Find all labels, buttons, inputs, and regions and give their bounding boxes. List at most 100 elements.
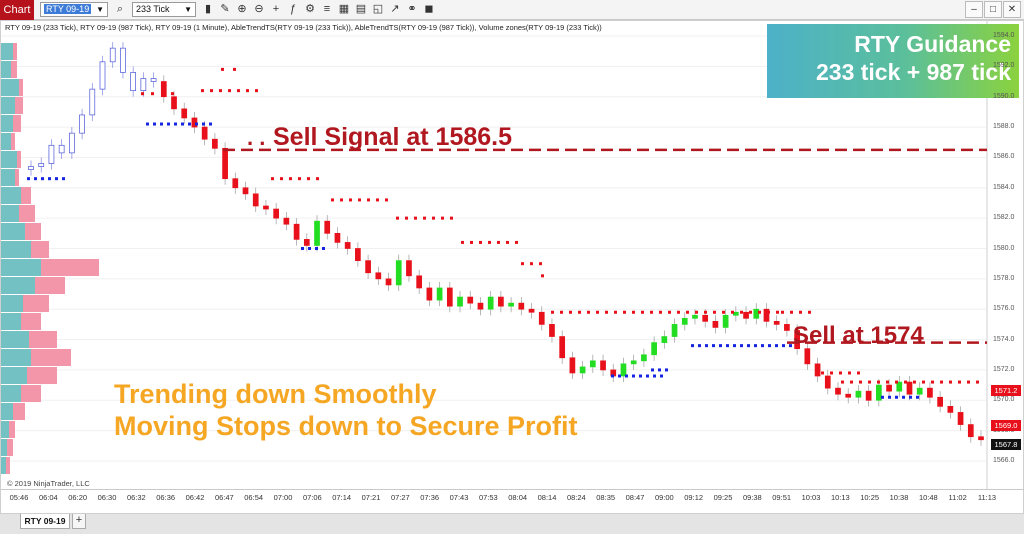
stop-dot-red	[877, 380, 880, 384]
price-tick-label: 1592.0	[993, 62, 1015, 70]
chart-panel[interactable]: RTY 09-19 (233 Tick), RTY 09-19 (987 Tic…	[0, 20, 1024, 514]
candle-bar	[181, 108, 188, 119]
stop-dot-blue	[41, 177, 44, 181]
maximize-button[interactable]: □	[984, 1, 1002, 18]
candle-bar	[957, 412, 964, 425]
instrument-selector-value: RTY 09-19	[44, 4, 92, 14]
volume-zone-buy	[1, 295, 23, 312]
candle-bar	[69, 132, 75, 154]
candle-bar	[314, 220, 320, 246]
search-icon[interactable]: ⌕	[116, 3, 124, 15]
candle-bar	[753, 308, 760, 319]
chart-trader-icon[interactable]: ▤	[355, 3, 367, 15]
stop-dot-blue	[202, 122, 205, 126]
candle-bar	[538, 311, 545, 325]
time-tick-label: 08:14	[537, 493, 557, 502]
link-icon[interactable]: ⚭	[407, 3, 417, 15]
volume-zone-buy	[1, 439, 7, 456]
guidance-banner: RTY Guidance 233 tick + 987 tick	[767, 24, 1019, 98]
chart-menu-tab[interactable]: Chart	[0, 0, 34, 20]
add-tab-button[interactable]: +	[72, 514, 86, 529]
data-box-icon[interactable]: ◱	[372, 3, 384, 15]
candle-bar	[212, 138, 218, 149]
stop-dot-red	[479, 240, 482, 244]
zoom-in-icon[interactable]: ⊕	[237, 3, 247, 15]
stop-dot-red	[228, 89, 231, 93]
candle-bar	[845, 393, 852, 398]
color-icon[interactable]: ◼	[424, 3, 434, 15]
stop-dot-blue	[705, 344, 708, 348]
draw-tool-icon[interactable]: ✎	[220, 3, 230, 15]
candle-bar	[457, 296, 463, 307]
stop-dot-red	[560, 310, 563, 314]
stop-dot-red	[659, 310, 662, 314]
stop-dot-red	[722, 310, 725, 314]
time-tick-label: 07:14	[332, 493, 352, 502]
price-tick-label: 1570.0	[993, 396, 1015, 404]
time-tick-label: 10:48	[918, 493, 938, 502]
stop-dot-red	[790, 310, 793, 314]
candle-bar	[150, 78, 157, 82]
stop-dot-red	[331, 198, 334, 202]
stop-dot-blue	[653, 374, 656, 378]
sell-signal-annotation: Sell Signal at 1586.5	[273, 123, 513, 151]
bottom-tab-bar: RTY 09-19 +	[0, 514, 1024, 534]
time-tick-label: 10:13	[830, 493, 850, 502]
stop-dot-red	[367, 198, 370, 202]
time-tick-label: 07:43	[449, 493, 469, 502]
volume-zone-buy	[1, 331, 29, 348]
stop-dot-red	[668, 310, 671, 314]
candle-bar	[855, 390, 862, 398]
candle-bar	[508, 302, 514, 307]
bar-type-icon[interactable]: ▮	[204, 3, 212, 15]
candle-bar	[896, 381, 903, 392]
stop-dot-blue	[665, 368, 668, 372]
stop-dot-red	[461, 240, 464, 244]
zoom-out-icon[interactable]: ⊖	[254, 3, 264, 15]
time-tick-label: 10:03	[801, 493, 821, 502]
stop-dot-blue	[768, 344, 771, 348]
candle-bar	[835, 387, 841, 395]
share-icon[interactable]: ↗	[390, 3, 400, 15]
time-tick-label: 07:21	[361, 493, 381, 502]
candle-bar	[681, 317, 688, 325]
stop-dot-blue	[160, 122, 163, 126]
volume-zone-buy	[1, 349, 31, 366]
templates-icon[interactable]: ▦	[338, 3, 350, 15]
properties-icon[interactable]: ≡	[323, 3, 331, 15]
close-button[interactable]: ✕	[1003, 1, 1021, 18]
instrument-selector[interactable]: RTY 09-19 ▼	[40, 2, 108, 17]
minimize-button[interactable]: –	[965, 1, 983, 18]
candle-bar	[978, 436, 984, 441]
candle-bar	[702, 314, 709, 322]
strategies-icon[interactable]: ⚙	[305, 3, 315, 15]
candle-bar	[344, 242, 351, 249]
time-tick-label: 08:24	[566, 493, 586, 502]
time-tick-label: 08:47	[625, 493, 645, 502]
stop-dot-red	[255, 89, 258, 93]
candle-bar	[79, 114, 85, 134]
time-tick-label: 07:06	[302, 493, 322, 502]
stop-dot-red	[271, 177, 274, 181]
instrument-tab[interactable]: RTY 09-19	[20, 514, 70, 529]
crosshair-icon[interactable]: +	[272, 3, 280, 15]
stop-dot-red	[578, 310, 581, 314]
stop-dot-red	[913, 380, 916, 384]
stop-dot-red	[821, 371, 824, 375]
stop-dot-red	[686, 310, 689, 314]
series-label: RTY 09-19 (233 Tick), RTY 09-19 (987 Tic…	[5, 23, 602, 32]
candle-bar	[477, 302, 484, 310]
volume-zone-buy	[1, 313, 21, 330]
candle-bar	[416, 275, 423, 289]
stop-dot-red	[731, 310, 734, 314]
candle-bar	[375, 272, 382, 280]
stop-dot-blue	[322, 247, 325, 250]
candle-bar	[201, 126, 208, 140]
candle-bar	[487, 296, 494, 310]
interval-selector[interactable]: 233 Tick ▼	[132, 2, 196, 17]
time-tick-label: 07:27	[390, 493, 410, 502]
candle-bar	[773, 321, 780, 325]
stop-dot-red	[423, 216, 426, 220]
trend-annotation-line2: Moving Stops down to Secure Profit	[114, 411, 578, 441]
indicators-icon[interactable]: ƒ	[289, 3, 297, 15]
